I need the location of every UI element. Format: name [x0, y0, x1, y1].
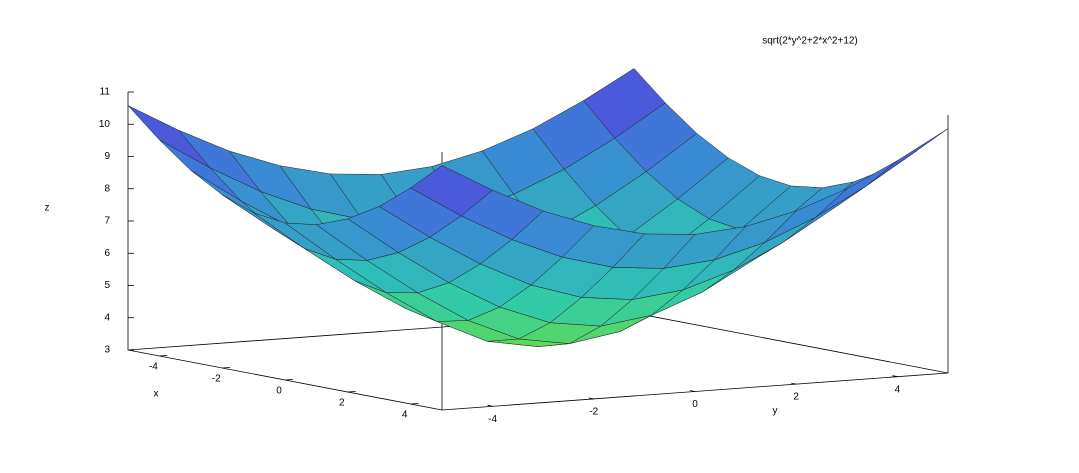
z-tick-label: 4 [104, 312, 110, 323]
y-tick-label: -2 [589, 407, 598, 418]
z-tick-label: 11 [100, 87, 111, 98]
y-tick-label: -4 [488, 414, 497, 425]
y-axis-label: y [773, 406, 778, 417]
x-tick-label: 0 [276, 386, 282, 397]
z-tick-label: 3 [104, 345, 110, 356]
x-tick-label: 4 [402, 410, 408, 421]
y-tick [487, 404, 493, 407]
y-tick [892, 375, 898, 378]
z-tick-label: 5 [104, 280, 110, 291]
x-axis-label: x [154, 389, 159, 400]
x-tick [284, 379, 294, 381]
z-axis-label: z [45, 203, 50, 214]
z-tick-label: 6 [104, 248, 110, 259]
x-tick-label: 2 [339, 398, 345, 409]
z-tick-label: 7 [104, 216, 110, 227]
x-tick [159, 355, 168, 357]
z-tick-label: 10 [99, 119, 111, 130]
chart-title: sqrt(2*y^2+2*x^2+12) [762, 36, 858, 47]
z-tick-label: 9 [104, 151, 110, 162]
y-tick [588, 397, 594, 400]
surface-facet [127, 105, 211, 169]
surface-facet [410, 165, 494, 217]
y-tick [791, 382, 797, 385]
base-edge [633, 312, 949, 374]
x-tick-label: -4 [149, 362, 158, 373]
surface-facet [865, 128, 949, 187]
y-tick-label: 4 [895, 384, 901, 395]
x-tick [410, 403, 419, 405]
y-tick-label: 0 [692, 399, 698, 410]
z-tick-label: 8 [104, 183, 110, 194]
y-tick-label: 2 [793, 392, 799, 403]
y-tick [689, 390, 696, 392]
x-tick [347, 391, 356, 393]
x-tick [222, 367, 231, 369]
x-tick-label: -2 [212, 374, 221, 385]
